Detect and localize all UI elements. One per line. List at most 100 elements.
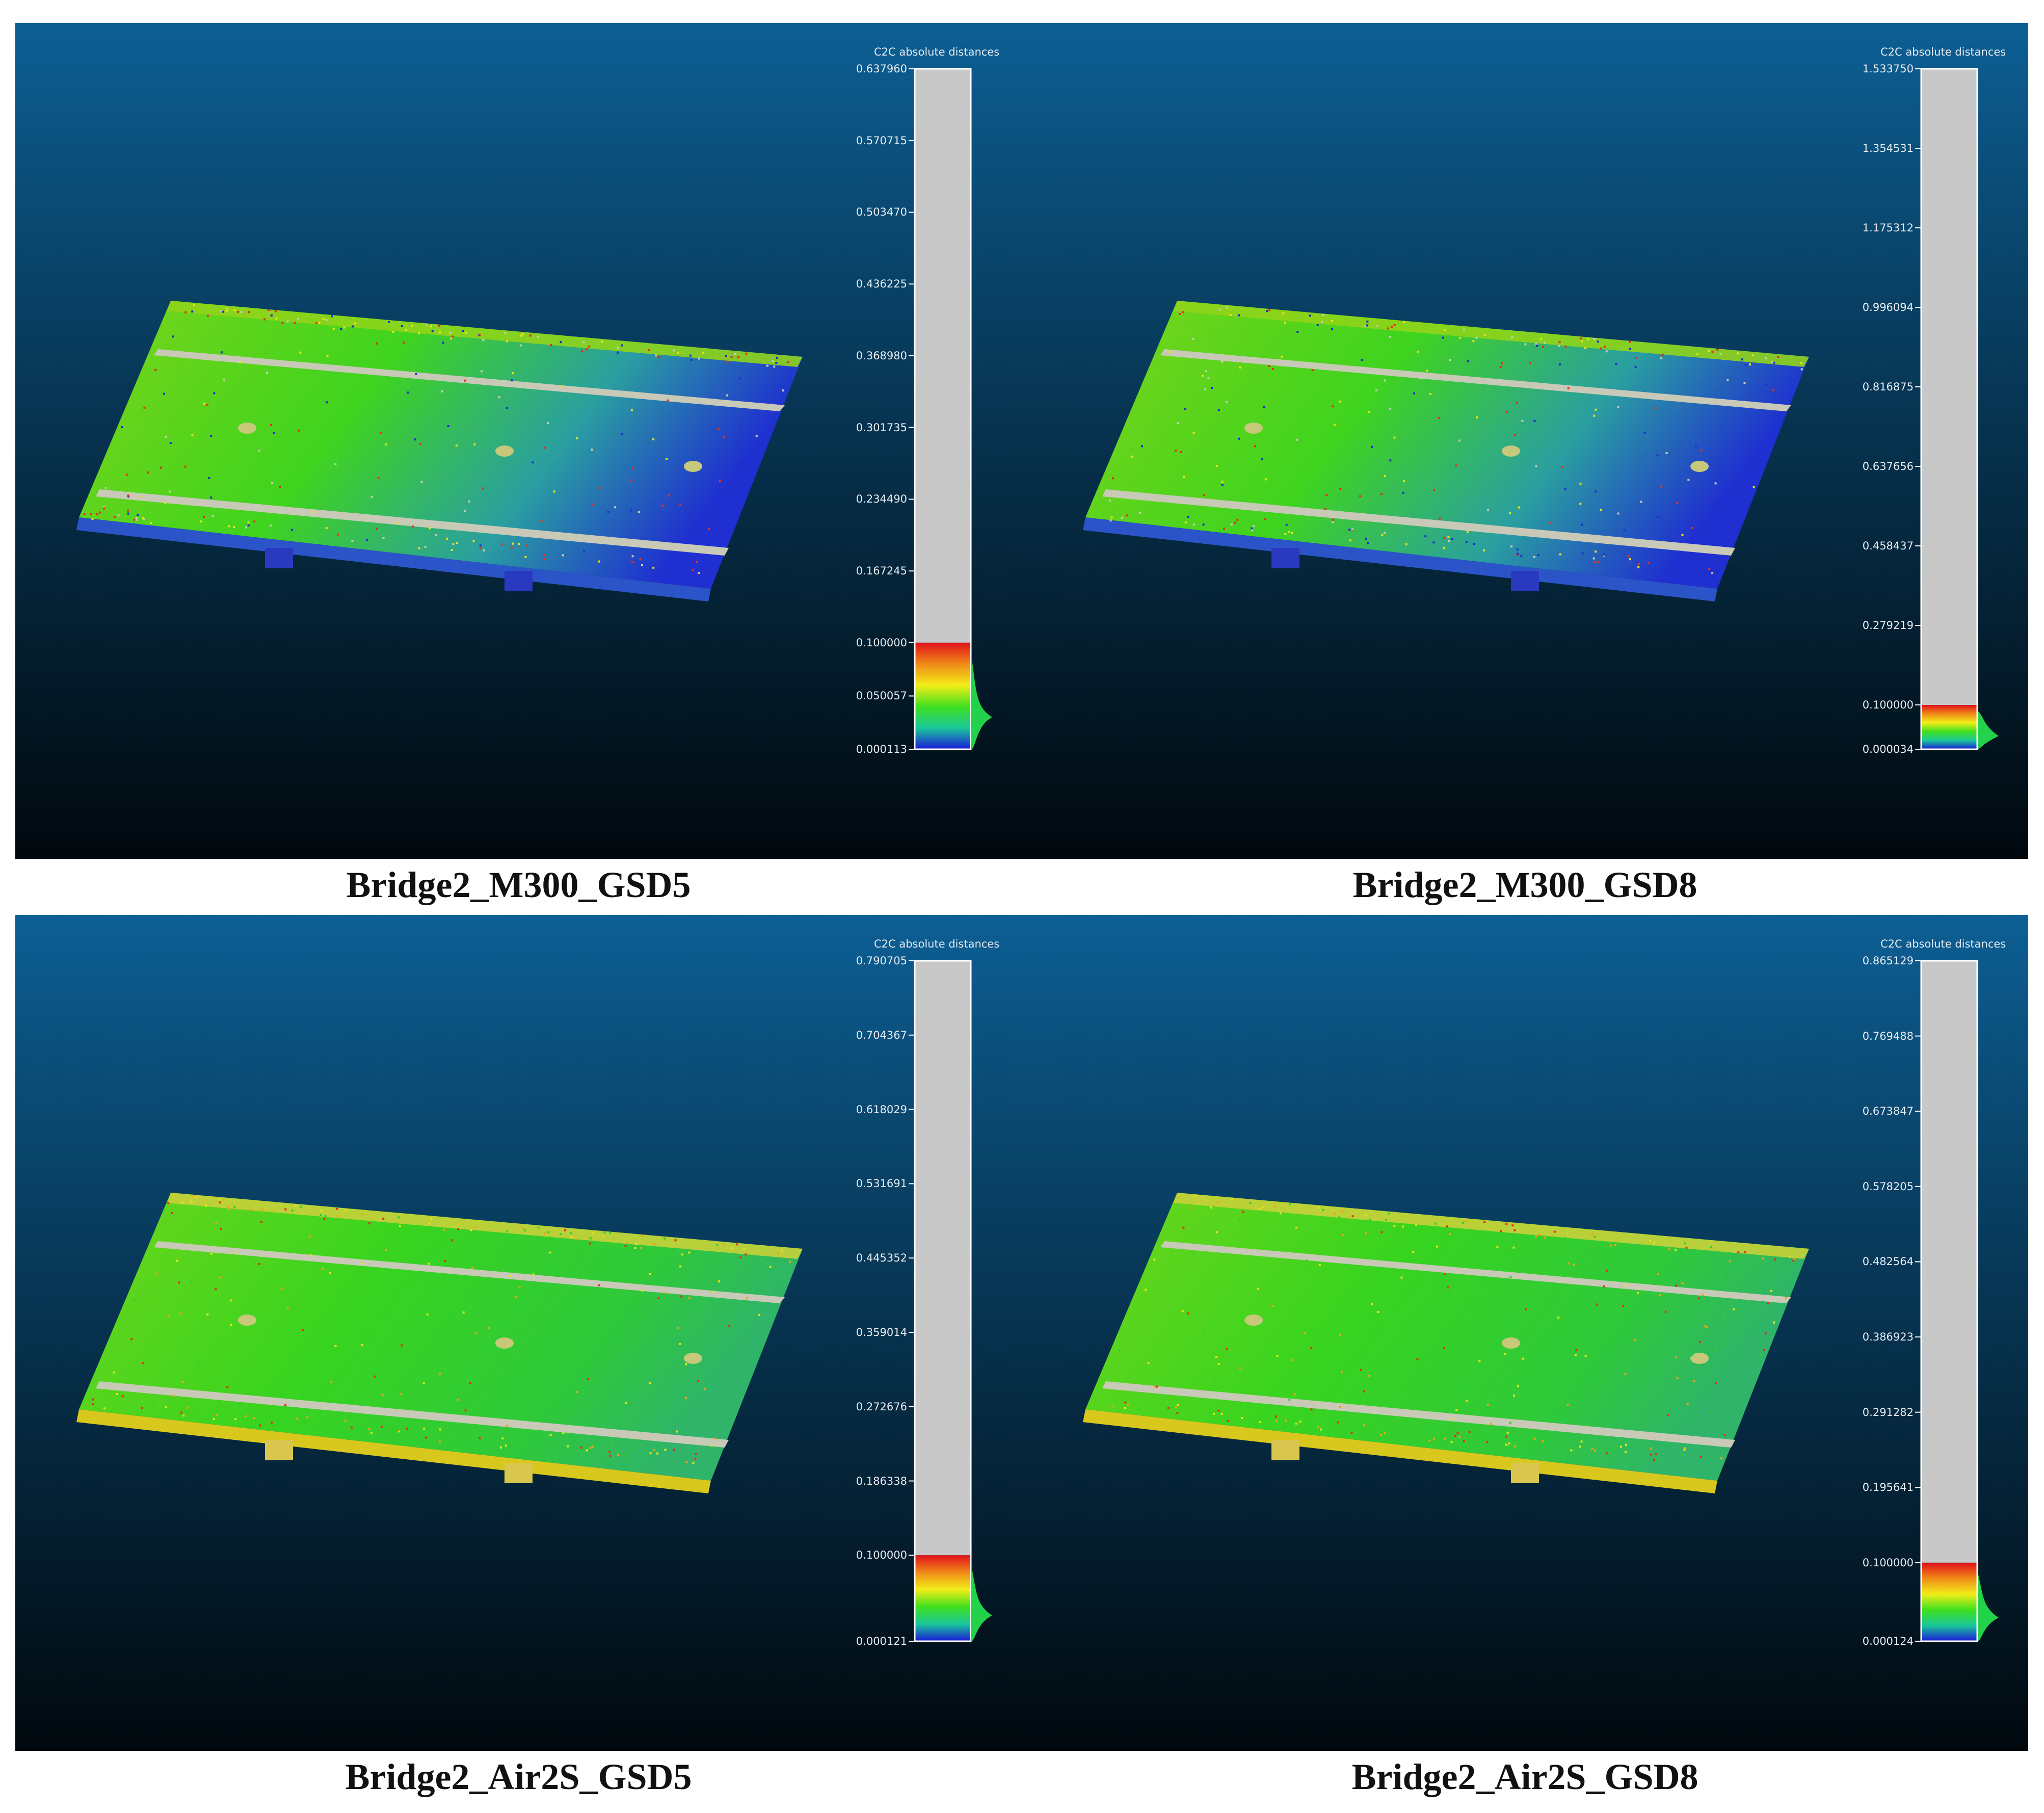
manhole xyxy=(1244,423,1263,434)
scalar-bar-frame xyxy=(914,68,972,750)
scalar-bar xyxy=(914,68,992,750)
pier xyxy=(265,1440,293,1460)
scalar-bar-tick-label: 0.790705 xyxy=(856,955,907,967)
scalar-bar-tick-label: 0.000124 xyxy=(1862,1635,1914,1647)
caption-air2s-gsd8: Bridge2_Air2S_GSD8 xyxy=(1351,1756,1698,1797)
scalar-bar-tick-label: 0.000113 xyxy=(856,743,907,755)
scalar-bar-frame xyxy=(914,960,972,1642)
viewer-canvas xyxy=(1083,960,1999,1642)
barrier-top xyxy=(167,1193,803,1259)
barrier-top xyxy=(1174,1193,1809,1259)
lane-marking xyxy=(154,1241,785,1303)
viewer-canvas xyxy=(76,960,992,1642)
viewer-canvas xyxy=(1083,68,1999,750)
manhole xyxy=(495,445,514,457)
scalar-bar-tick-label: 0.100000 xyxy=(856,1549,907,1562)
pier xyxy=(1511,571,1539,591)
deck-fascia xyxy=(76,517,711,601)
scalar-bar-tick-label: 0.272676 xyxy=(856,1400,907,1413)
scalar-bar-tick-label: 0.816875 xyxy=(1862,380,1914,393)
caption-m300-gsd5: Bridge2_M300_GSD5 xyxy=(346,864,691,905)
scalar-bar-colors xyxy=(915,1555,971,1641)
pier xyxy=(505,571,533,591)
scalar-bar-gray xyxy=(1921,961,1977,1563)
scalar-bar-tick-label: 0.291282 xyxy=(1862,1406,1914,1418)
scalar-bar-tick-label: 0.436225 xyxy=(856,278,907,291)
scalar-bar-tick-label: 0.445352 xyxy=(856,1252,907,1265)
caption-air2s-gsd5: Bridge2_Air2S_GSD5 xyxy=(345,1756,692,1797)
scalar-bar-tick-label: 0.100000 xyxy=(856,636,907,649)
lane-marking xyxy=(1160,1241,1791,1303)
scalar-bar-tick-label: 0.386923 xyxy=(1862,1331,1914,1344)
manhole xyxy=(1502,445,1520,457)
viewer-canvas xyxy=(76,68,992,750)
deck-fascia xyxy=(76,1409,711,1493)
manhole xyxy=(238,1315,256,1326)
scalar-bar xyxy=(1920,960,1999,1642)
point-cloud-bridge-deck xyxy=(1083,1193,1809,1493)
scalar-bar-tick-label: 0.186338 xyxy=(856,1475,907,1487)
histogram xyxy=(1978,1574,1999,1641)
manhole xyxy=(1690,461,1709,472)
deck-fascia xyxy=(1083,1409,1717,1493)
viewer-panel-m300-gsd5[interactable]: C2C absolute distances 0.637960 0.570715 0.… xyxy=(15,23,1022,859)
scalar-bar-tick-label: 0.570715 xyxy=(856,134,907,147)
pier xyxy=(505,1463,533,1483)
scalar-bar-tick-label: 0.769488 xyxy=(1862,1030,1914,1042)
pier xyxy=(265,548,293,568)
pier xyxy=(1271,548,1299,568)
scalar-bar-tick-label: 1.533750 xyxy=(1862,63,1914,75)
lane-marking xyxy=(154,349,785,411)
scalar-bar-tick-label: 0.100000 xyxy=(1862,698,1914,711)
scalar-bar-tick-label: 0.865129 xyxy=(1862,955,1914,967)
deck-fascia xyxy=(1083,517,1717,601)
scalar-bar-frame xyxy=(1920,68,1978,750)
lane-marking xyxy=(1102,489,1735,556)
scalar-bar-tick-label: 0.673847 xyxy=(1862,1105,1914,1118)
scalar-bar-tick-label: 0.301735 xyxy=(856,421,907,434)
scalar-bar-tick-label: 0.996094 xyxy=(1862,301,1914,313)
scalar-bar-frame xyxy=(1920,960,1978,1642)
point-cloud-bridge-deck xyxy=(76,301,803,601)
scalar-bar-tick-label: 0.100000 xyxy=(1862,1556,1914,1569)
scalar-bar xyxy=(914,960,992,1642)
scalar-bar-colors xyxy=(1921,705,1977,749)
lane-marking xyxy=(96,1381,729,1448)
scalar-bar-tick-label: 0.279219 xyxy=(1862,619,1914,632)
scalar-bar-tick-label: 0.618029 xyxy=(856,1103,907,1116)
scalar-bar-tick-label: 0.531691 xyxy=(856,1177,907,1190)
scalar-bar-tick-label: 1.354531 xyxy=(1862,142,1914,154)
scalar-bar xyxy=(1920,68,1999,750)
manhole xyxy=(684,1353,702,1364)
manhole xyxy=(495,1337,514,1349)
scalar-bar-tick-label: 0.578205 xyxy=(1862,1180,1914,1193)
scalar-bar-tick-label: 0.234490 xyxy=(856,493,907,506)
histogram xyxy=(972,1568,992,1641)
lane-marking xyxy=(1160,349,1791,411)
scalar-bar-gray xyxy=(915,961,971,1556)
manhole xyxy=(684,461,702,472)
manhole xyxy=(238,423,256,434)
scalar-bar-title: C2C absolute distances xyxy=(1880,46,2006,58)
viewer-panel-air2s-gsd8[interactable]: C2C absolute distances 0.865129 0.769488 0.… xyxy=(1022,915,2028,1751)
barrier-top xyxy=(1174,301,1809,367)
lane-marking xyxy=(96,489,729,556)
scalar-bar-colors xyxy=(1921,1562,1977,1641)
histogram xyxy=(1978,712,1999,749)
viewer-panel-air2s-gsd5[interactable]: C2C absolute distances 0.790705 0.704367 0.… xyxy=(15,915,1022,1751)
scalar-bar-gray xyxy=(915,69,971,643)
manhole xyxy=(1502,1337,1520,1349)
viewer-panel-m300-gsd8[interactable]: C2C absolute distances 1.533750 1.354531 1.… xyxy=(1022,23,2028,859)
scalar-bar-title: C2C absolute distances xyxy=(874,46,1000,58)
pier xyxy=(1511,1463,1539,1483)
scalar-bar-tick-label: 0.368980 xyxy=(856,349,907,362)
scalar-bar-gray xyxy=(1921,69,1977,705)
scalar-bar-tick-label: 0.458437 xyxy=(1862,539,1914,552)
point-cloud-bridge-deck xyxy=(76,1193,803,1493)
scalar-bar-colors xyxy=(915,642,971,749)
deck-surface xyxy=(1085,1193,1809,1481)
manhole xyxy=(1690,1353,1709,1364)
histogram xyxy=(972,659,992,749)
scalar-bar-tick-label: 0.637656 xyxy=(1862,460,1914,472)
lane-marking xyxy=(1102,1381,1735,1448)
